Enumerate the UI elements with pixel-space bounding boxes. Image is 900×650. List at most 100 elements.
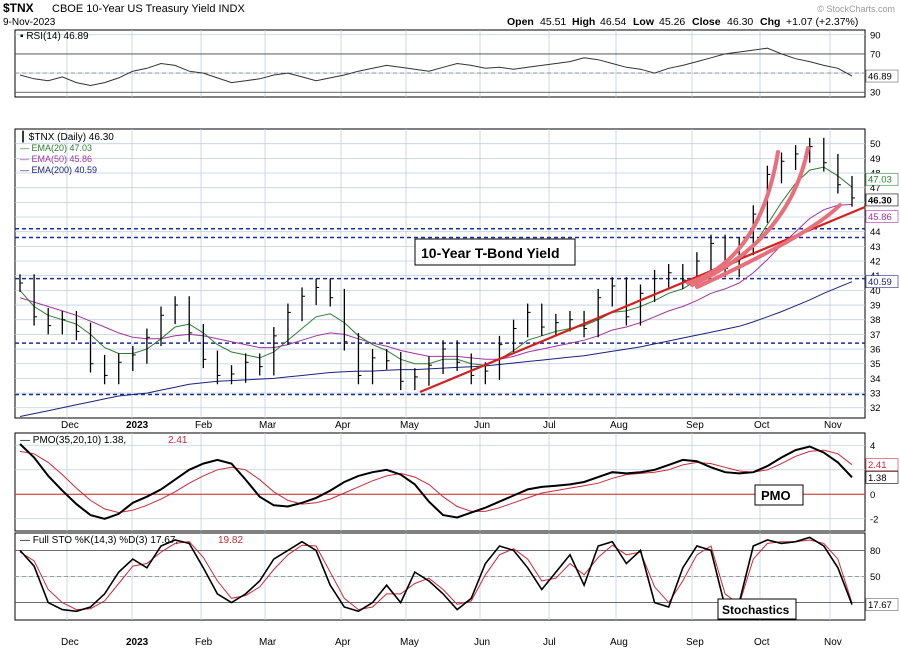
price-tick-5: 37 bbox=[870, 330, 881, 341]
sto-last-label: 17.67 bbox=[868, 600, 892, 611]
header: $TNX CBOE 10-Year US Treasury Yield INDX… bbox=[3, 1, 895, 28]
parabolic-arc-3 bbox=[695, 203, 842, 289]
price-x-label-8: Aug bbox=[610, 420, 628, 431]
pmo-right-box-1 bbox=[865, 471, 899, 484]
security-name: CBOE 10-Year US Treasury Yield INDX bbox=[52, 3, 245, 15]
bond-label: 10-Year T-Bond Yield bbox=[421, 245, 560, 261]
rsi-tick-3: 90 bbox=[870, 30, 881, 41]
sto-x-label-2: Feb bbox=[195, 637, 213, 648]
chg-value: +1.07 (+2.37%) bbox=[786, 16, 858, 28]
chart-date: 9-Nov-2023 bbox=[3, 17, 56, 28]
stochastics-tick-0: 80 bbox=[870, 546, 881, 557]
price-tick-18: 50 bbox=[870, 139, 881, 150]
sto-x-label-6: Jun bbox=[474, 637, 490, 648]
rsi-tick-0: 30 bbox=[870, 88, 881, 99]
ema200-line bbox=[19, 281, 853, 417]
open-label: Open bbox=[507, 16, 534, 28]
price-right-box-3 bbox=[865, 275, 899, 289]
price-right-label-3: 40.59 bbox=[868, 277, 892, 288]
pmo-label-box bbox=[754, 484, 804, 506]
rsi-last-box bbox=[865, 69, 899, 83]
sto-x-label-8: Aug bbox=[610, 637, 628, 648]
close-value: 46.30 bbox=[727, 16, 753, 28]
price-tick-0: 32 bbox=[870, 403, 881, 414]
rsi-last-label: 46.89 bbox=[868, 72, 892, 83]
stochastics-tick-1: 50 bbox=[870, 572, 881, 583]
close-label: Close bbox=[692, 16, 721, 28]
price-tick-4: 36 bbox=[870, 345, 881, 356]
price-x-label-7: Jul bbox=[543, 420, 556, 431]
sto-x-label-0: Dec bbox=[61, 637, 79, 648]
price-right-label-1: 46.30 bbox=[868, 195, 892, 206]
ema50-legend: — EMA(50) 45.86 bbox=[20, 154, 92, 164]
bond-label-box bbox=[414, 238, 576, 266]
sto-x-label-7: Jul bbox=[543, 637, 556, 648]
pmo-tick-0: 4 bbox=[870, 441, 875, 452]
price-tick-15: 47 bbox=[870, 183, 881, 194]
parabolic-arc-1 bbox=[686, 150, 780, 285]
parabolic-arc-2 bbox=[690, 146, 810, 287]
price-tick-3: 35 bbox=[870, 359, 881, 370]
sto-label-box bbox=[717, 598, 797, 620]
price-bars bbox=[19, 137, 855, 391]
sto-d-line bbox=[19, 539, 853, 611]
rsi-frame bbox=[14, 29, 866, 98]
pmo-frame bbox=[14, 432, 866, 532]
ema200-legend: — EMA(200) 40.59 bbox=[20, 165, 97, 175]
price-tick-17: 49 bbox=[870, 154, 881, 165]
price-right-box-2 bbox=[865, 210, 899, 223]
price-right-label-0: 47.03 bbox=[868, 175, 892, 186]
price-x-label-0: Dec bbox=[61, 420, 79, 431]
price-x-label-2: Feb bbox=[195, 420, 213, 431]
open-value: 45.51 bbox=[540, 16, 566, 28]
price-tick-11: 43 bbox=[870, 242, 881, 253]
price-tick-2: 34 bbox=[870, 374, 881, 385]
rsi-line bbox=[19, 47, 853, 87]
pmo-panel: 420-2— PMO(35,20,10) 1.38, 2.412.411.38P… bbox=[14, 432, 899, 532]
price-right-box-0 bbox=[865, 172, 899, 186]
price-x-label-10: Oct bbox=[754, 420, 770, 431]
high-value: 46.54 bbox=[600, 16, 626, 28]
pmo-right-label-0: 2.41 bbox=[868, 460, 887, 471]
symbol: $TNX bbox=[3, 1, 34, 15]
price-frame bbox=[14, 128, 866, 419]
pmo-tick-3: -2 bbox=[870, 514, 878, 525]
sto-x-label-10: Oct bbox=[754, 637, 770, 648]
price-tick-6: 38 bbox=[870, 315, 881, 326]
sto-legend: — Full STO %K(14,3) %D(3) 17.67, bbox=[20, 535, 178, 546]
ema50-line bbox=[19, 203, 853, 360]
chg-label: Chg bbox=[760, 16, 780, 28]
rsi-legend: ▪ RSI(14) 46.89 bbox=[20, 31, 89, 42]
price-x-label-6: Jun bbox=[474, 420, 490, 431]
low-label: Low bbox=[633, 16, 655, 28]
price-right-label-2: 45.86 bbox=[868, 212, 892, 223]
sto-label: Stochastics bbox=[722, 603, 790, 617]
sto-x-label-9: Sep bbox=[686, 637, 704, 648]
sto-d-legend: 19.82 bbox=[218, 535, 243, 546]
price-x-label-11: Nov bbox=[824, 420, 842, 431]
pmo-tick-2: 0 bbox=[870, 490, 875, 501]
high-label: High bbox=[572, 16, 595, 28]
price-legend: ┃ $TNX (Daily) 46.30 bbox=[20, 130, 114, 143]
price-tick-8: 40 bbox=[870, 286, 881, 297]
price-tick-1: 33 bbox=[870, 389, 881, 400]
price-tick-10: 42 bbox=[870, 257, 881, 268]
pmo-legend: — PMO(35,20,10) 1.38, bbox=[20, 435, 126, 446]
pmo-label: PMO bbox=[761, 488, 791, 503]
sto-x-label-1: 2023 bbox=[126, 637, 149, 648]
price-tick-12: 44 bbox=[870, 227, 881, 238]
pmo-signal-line bbox=[19, 449, 853, 514]
pmo-right-label-1: 1.38 bbox=[868, 473, 887, 484]
watermark: © StockCharts.com bbox=[817, 4, 895, 14]
pmo-line bbox=[19, 443, 853, 520]
sto-x-label-11: Nov bbox=[824, 637, 842, 648]
pmo-right-box-0 bbox=[865, 458, 899, 472]
price-tick-7: 39 bbox=[870, 301, 881, 312]
pmo-signal-legend: 2.41 bbox=[168, 435, 188, 446]
sto-x-label-4: Apr bbox=[335, 637, 351, 648]
low-value: 45.26 bbox=[659, 16, 685, 28]
sto-k-line bbox=[19, 536, 853, 613]
sto-x-label-5: May bbox=[400, 637, 419, 648]
